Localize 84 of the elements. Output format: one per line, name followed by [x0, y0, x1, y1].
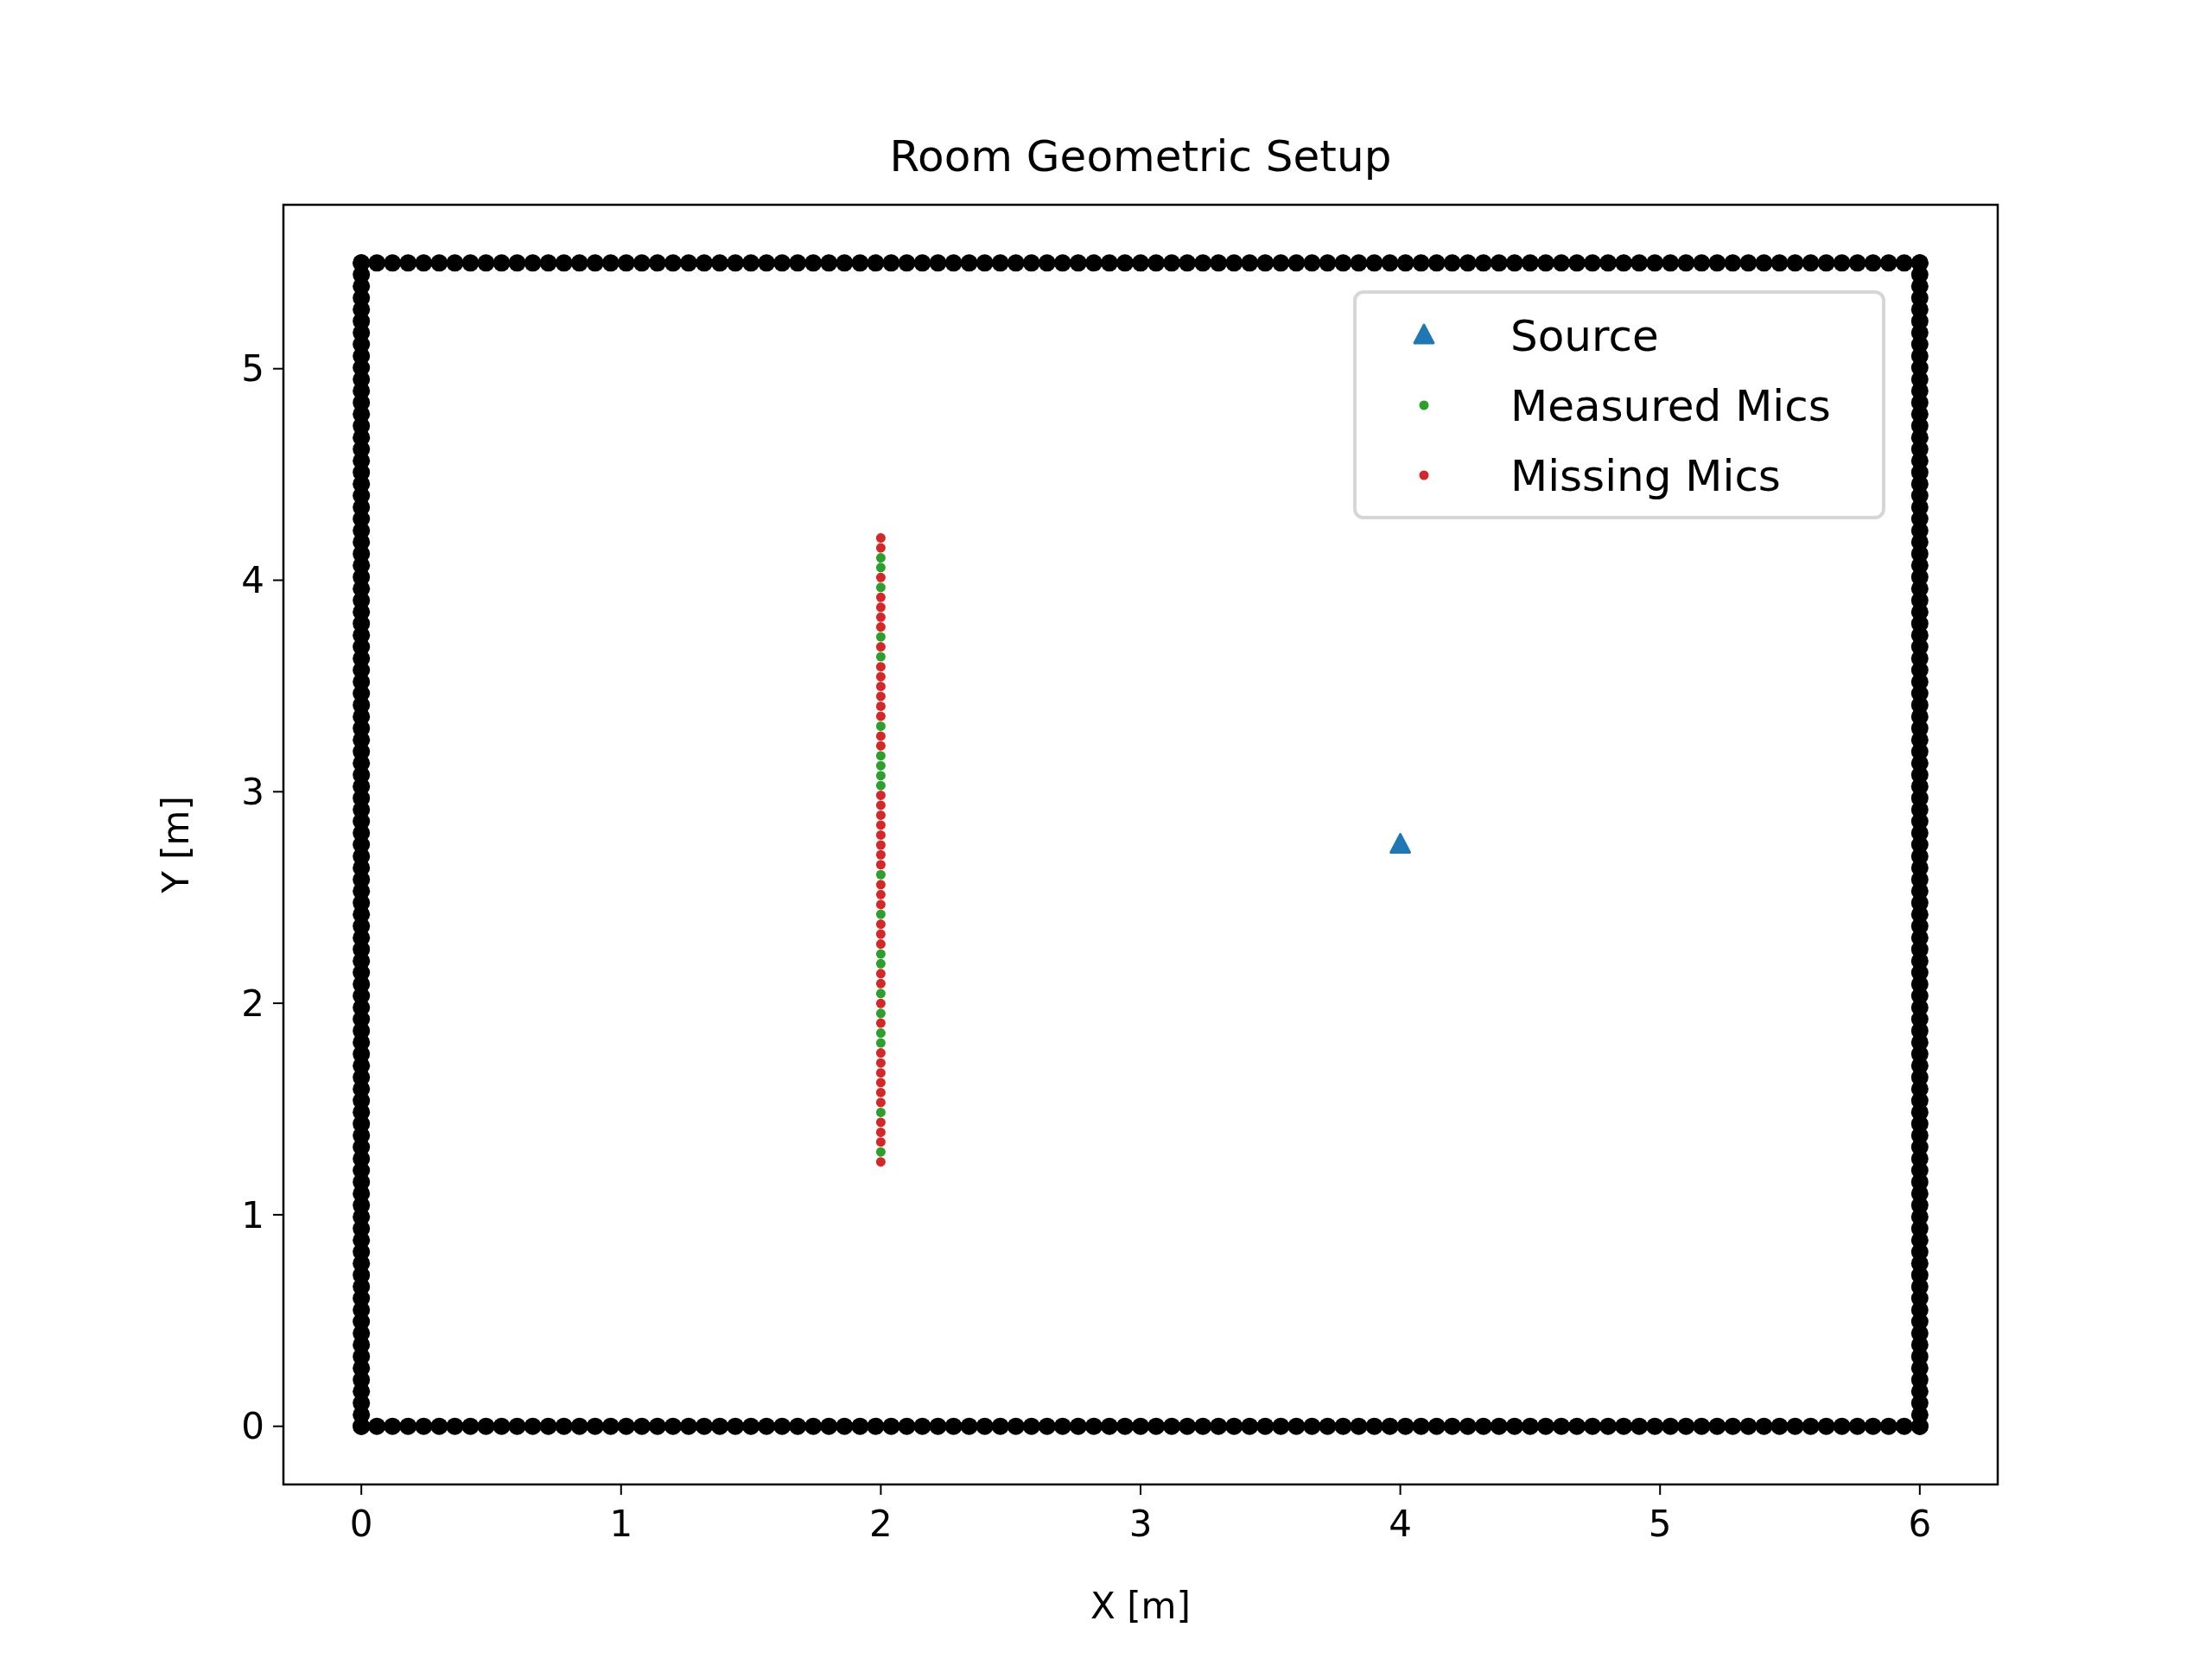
x-tick-label: 4	[1389, 1503, 1412, 1545]
point	[875, 780, 886, 791]
y-tick-label: 0	[241, 1405, 264, 1448]
point	[875, 751, 886, 761]
x-tick-label: 6	[1908, 1503, 1932, 1545]
point	[875, 652, 886, 662]
point	[875, 760, 886, 771]
point	[875, 949, 886, 959]
point	[875, 711, 886, 721]
point	[875, 572, 886, 582]
y-axis-title: Y [m]	[155, 796, 197, 894]
point	[875, 840, 886, 850]
point	[875, 642, 886, 652]
point	[875, 919, 886, 930]
point	[875, 602, 886, 613]
point	[875, 691, 886, 702]
point	[875, 721, 886, 731]
point	[875, 1117, 886, 1128]
point	[875, 820, 886, 830]
point	[875, 662, 886, 672]
point	[875, 830, 886, 840]
point	[875, 869, 886, 880]
point	[875, 543, 886, 553]
point	[875, 978, 886, 988]
x-tick-label: 3	[1128, 1503, 1153, 1545]
point	[875, 632, 886, 642]
point	[875, 1147, 886, 1157]
point	[875, 849, 886, 860]
point	[875, 969, 886, 979]
point	[875, 1157, 886, 1167]
point	[875, 701, 886, 711]
point	[875, 1107, 886, 1117]
y-tick-label: 5	[241, 347, 264, 391]
x-axis-title: X [m]	[1090, 1585, 1191, 1627]
point	[875, 1068, 886, 1078]
y-tick-label: 3	[241, 771, 264, 813]
chart-title: Room Geometric Setup	[889, 131, 1392, 181]
point	[875, 1048, 886, 1058]
point	[875, 1058, 886, 1068]
point	[875, 681, 886, 691]
point	[1389, 833, 1411, 854]
point	[875, 880, 886, 890]
y-tick-label: 2	[241, 982, 264, 1025]
point	[875, 622, 886, 632]
y-tick-label: 1	[241, 1193, 264, 1236]
point	[875, 1097, 886, 1108]
y-tick-label: 4	[241, 559, 264, 602]
point	[875, 731, 886, 741]
legend-label: Measured Mics	[1510, 380, 1831, 431]
point	[875, 671, 886, 682]
point	[875, 1077, 886, 1088]
point	[875, 1127, 886, 1137]
point	[875, 889, 886, 899]
point	[875, 909, 886, 919]
point	[875, 592, 886, 602]
point	[875, 1028, 886, 1039]
point	[875, 899, 886, 910]
x-tick-label: 5	[1648, 1503, 1672, 1545]
point	[875, 790, 886, 800]
point	[875, 860, 886, 870]
point	[875, 563, 886, 573]
point	[875, 1018, 886, 1028]
point	[875, 741, 886, 751]
x-tick-label: 2	[869, 1503, 893, 1545]
point	[875, 1087, 886, 1097]
point	[875, 1038, 886, 1048]
x-tick-label: 0	[349, 1503, 373, 1545]
point	[875, 939, 886, 950]
point	[875, 582, 886, 593]
legend-label: Missing Mics	[1510, 450, 1781, 501]
point	[875, 810, 886, 820]
point	[875, 553, 886, 563]
point	[875, 929, 886, 939]
point	[875, 998, 886, 1008]
point	[875, 612, 886, 622]
x-tick-label: 1	[609, 1503, 633, 1545]
point	[875, 771, 886, 781]
legend-label: Source	[1510, 310, 1659, 361]
point	[875, 988, 886, 999]
point	[875, 958, 886, 969]
point	[875, 800, 886, 810]
point	[875, 1008, 886, 1019]
point	[875, 1137, 886, 1147]
point	[875, 533, 886, 543]
